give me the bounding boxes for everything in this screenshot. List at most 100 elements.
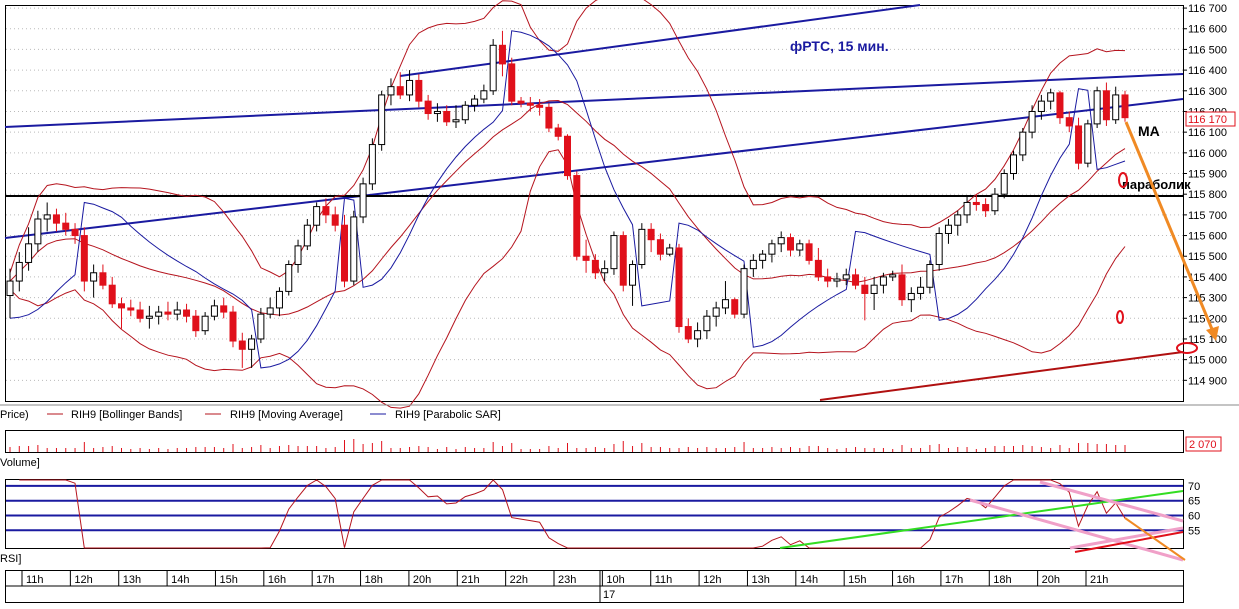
candle [71, 223, 79, 244]
candle-body [917, 286, 925, 294]
candle-body [71, 228, 79, 237]
candle-body [99, 272, 107, 286]
candle [368, 138, 376, 191]
candle [759, 250, 767, 269]
candle [322, 198, 330, 224]
candle [591, 254, 599, 279]
candle [220, 297, 228, 319]
candle [201, 312, 209, 335]
candle-body [443, 110, 451, 123]
candle-body [396, 86, 404, 96]
candle-body [731, 299, 739, 315]
candle-body [508, 63, 516, 102]
candle-body [647, 228, 655, 241]
rsi-axis: 70 65 60 55 [1188, 481, 1200, 537]
candle-body [1010, 154, 1017, 175]
time-tick-label: 11h [655, 574, 673, 586]
time-tick-label: 22h [510, 574, 528, 586]
candle [805, 239, 813, 265]
price-tick-label: 115 500 [1188, 251, 1227, 263]
candle-body [406, 79, 414, 96]
candle [963, 196, 971, 224]
candle [62, 212, 70, 236]
candle-body [573, 175, 581, 257]
rsi-pink-line-mid [969, 498, 1184, 562]
time-tick-label: 13h [751, 574, 769, 586]
candle-body [118, 303, 125, 309]
candle-body [127, 307, 135, 311]
candle-body [34, 218, 42, 245]
candle-body [814, 259, 822, 278]
candle [935, 227, 943, 271]
price-tick-label: 116 700 [1188, 3, 1227, 15]
candle-body [155, 311, 163, 317]
candle [1065, 111, 1073, 133]
candle [638, 223, 646, 269]
candle-body [489, 44, 497, 92]
candle [861, 276, 869, 321]
candle [6, 268, 14, 319]
rsi-tick-label: 60 [1188, 510, 1200, 522]
candle-body [777, 237, 785, 245]
rsi-label: RSI] [0, 553, 21, 565]
red-support-line [819, 351, 1184, 401]
top-channel-line [399, 4, 921, 77]
volume-pane[interactable] [5, 430, 1184, 453]
candle [712, 301, 720, 327]
price-tick-label: 116 400 [1188, 65, 1227, 77]
candle-body [1056, 92, 1064, 119]
candle-body [1084, 123, 1092, 164]
candle [52, 208, 60, 232]
rsi-tick-label: 55 [1188, 525, 1200, 537]
candle-body [136, 309, 144, 319]
candle-body [768, 243, 776, 255]
candle-body [796, 243, 804, 251]
candle-body [498, 44, 506, 65]
candle-body [6, 280, 14, 297]
candle [127, 299, 135, 317]
candle-body [368, 144, 376, 185]
candle [991, 187, 999, 215]
candle [526, 96, 534, 112]
candle [90, 264, 98, 298]
candle [777, 231, 785, 253]
candle-body [564, 135, 571, 177]
candle-body [183, 309, 191, 317]
candle [787, 233, 794, 257]
candle-body [248, 338, 256, 350]
time-tick-label: 14h [800, 574, 818, 586]
candle-body [461, 104, 469, 121]
candle [1084, 119, 1092, 168]
time-tick-label: 16h [268, 574, 286, 586]
candle-body [619, 235, 627, 286]
candle [954, 210, 962, 236]
candle [814, 247, 822, 282]
candle [1047, 88, 1055, 110]
candle [842, 268, 850, 286]
candle-body [703, 315, 711, 332]
candle-body [833, 278, 841, 282]
candle-body [164, 311, 172, 315]
candle [610, 231, 618, 275]
candle [313, 202, 321, 232]
candle-body [201, 315, 209, 332]
candle [731, 297, 739, 319]
candle-body [926, 264, 934, 288]
candle [173, 301, 181, 321]
candle [424, 94, 432, 120]
parabolic-annotation: параболик [1122, 177, 1191, 192]
time-tick-label: 20h [1042, 574, 1060, 586]
candle-body [480, 90, 488, 100]
candle [480, 84, 488, 104]
candle [554, 123, 562, 141]
rsi-pane[interactable] [5, 479, 1184, 549]
candle [489, 39, 497, 95]
candle [852, 268, 860, 290]
ma-annotation: МА [1138, 123, 1160, 139]
candle [396, 72, 404, 100]
candle [926, 260, 934, 294]
price-pane[interactable] [5, 5, 1184, 402]
candle-body [210, 305, 218, 317]
time-tick-label: 21h [461, 574, 479, 586]
